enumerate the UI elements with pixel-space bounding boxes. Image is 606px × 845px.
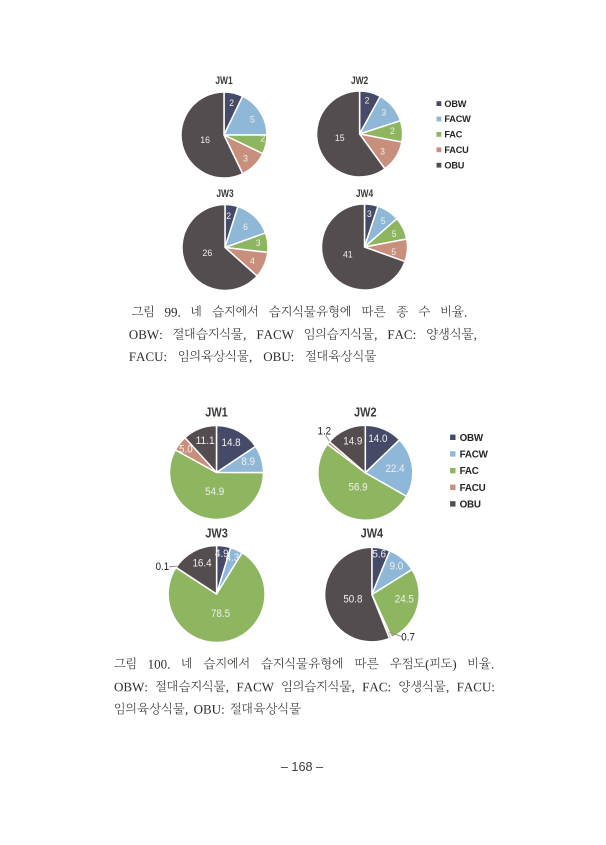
svg-text:3: 3 [380,146,385,156]
svg-text:15: 15 [335,133,345,143]
svg-text:JW4: JW4 [361,526,384,540]
svg-text:JW2: JW2 [354,406,377,420]
svg-text:3: 3 [367,209,372,219]
svg-text:8.9: 8.9 [241,456,255,468]
svg-text:5: 5 [392,229,397,239]
svg-text:5.6: 5.6 [372,549,386,561]
svg-text:FACW: FACW [444,114,471,124]
svg-text:14.8: 14.8 [222,437,241,449]
svg-text:2: 2 [260,134,265,144]
svg-text:50.8: 50.8 [343,593,362,605]
svg-text:54.9: 54.9 [205,486,224,498]
svg-text:14.9: 14.9 [343,436,362,448]
svg-text:JW3: JW3 [216,188,233,200]
svg-text:1.2: 1.2 [318,425,332,437]
svg-text:78.5: 78.5 [211,608,230,620]
svg-text:JW1: JW1 [215,75,232,87]
svg-text:5: 5 [391,247,396,257]
svg-text:3: 3 [243,153,248,163]
svg-text:6: 6 [243,222,248,232]
svg-text:FACW: FACW [460,449,489,460]
svg-text:JW4: JW4 [356,188,374,200]
svg-text:2: 2 [226,211,231,221]
svg-text:JW3: JW3 [205,526,228,540]
svg-text:3: 3 [382,108,387,118]
svg-text:11.1: 11.1 [196,435,215,447]
svg-text:26: 26 [203,248,213,258]
svg-text:4.3: 4.3 [226,552,240,564]
svg-text:24.5: 24.5 [395,593,414,605]
svg-text:2: 2 [390,126,395,136]
svg-text:OBU: OBU [444,160,464,170]
svg-text:FAC: FAC [460,466,479,477]
svg-text:5: 5 [381,216,386,226]
svg-text:0.1: 0.1 [156,561,170,573]
svg-text:4.9: 4.9 [215,548,229,560]
svg-text:0.7: 0.7 [401,631,415,643]
svg-text:4: 4 [250,256,255,266]
svg-text:14.0: 14.0 [368,433,387,445]
svg-text:OBW: OBW [444,99,466,109]
svg-text:9.0: 9.0 [390,561,404,573]
svg-text:OBU: OBU [460,499,481,510]
svg-text:– 168 –: – 168 – [281,760,324,774]
svg-text:5.0: 5.0 [179,443,193,455]
svg-text:16.4: 16.4 [192,558,211,570]
svg-text:2: 2 [365,96,370,106]
svg-text:FAC: FAC [444,130,462,140]
svg-text:OBW: OBW [460,433,484,444]
svg-text:FACU: FACU [444,145,469,155]
svg-text:5: 5 [250,115,255,125]
svg-text:2: 2 [229,98,234,108]
svg-text:3: 3 [256,238,261,248]
svg-text:JW1: JW1 [205,406,228,420]
svg-text:JW2: JW2 [351,75,368,87]
svg-text:41: 41 [343,250,353,260]
svg-text:FACU: FACU [460,483,486,494]
svg-text:22.4: 22.4 [385,463,404,475]
svg-text:16: 16 [200,135,210,145]
svg-text:56.9: 56.9 [349,481,368,493]
